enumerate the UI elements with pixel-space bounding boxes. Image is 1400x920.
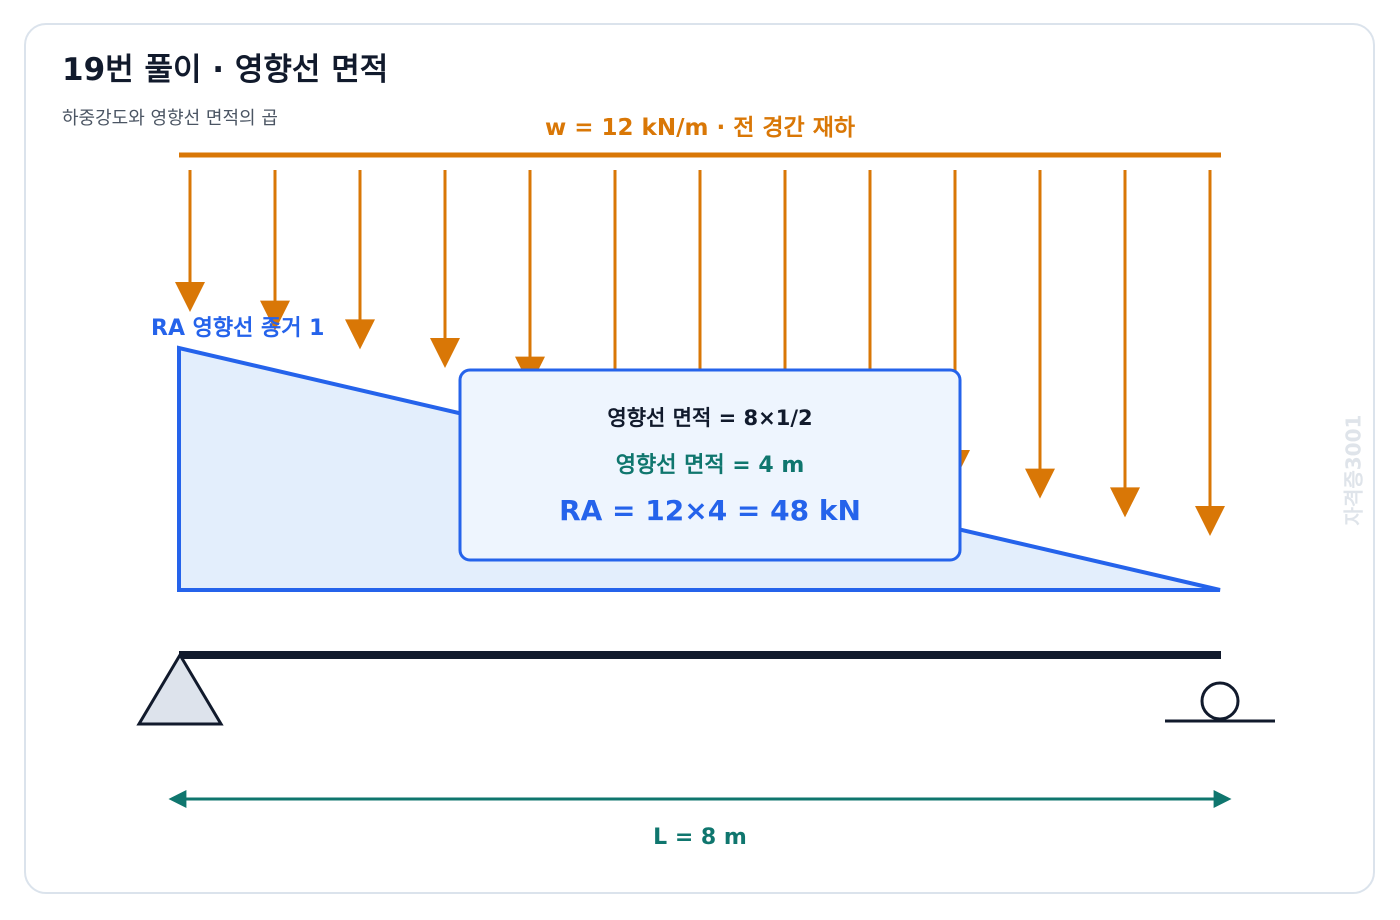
load-arrow xyxy=(515,170,545,387)
result-line-area-formula: 영향선 면적 = 8×1/2 xyxy=(607,406,812,430)
pin-support xyxy=(136,652,224,726)
load-arrow-head xyxy=(175,282,205,312)
load-arrow-head xyxy=(345,319,375,350)
load-arrow-head xyxy=(1025,468,1055,499)
result-line-area-value: 영향선 면적 = 4 m xyxy=(616,453,805,478)
influence-line-label: RA 영향선 종거 1 xyxy=(151,316,324,341)
load-arrow-head xyxy=(260,300,290,331)
watermark: 자격증3001 xyxy=(1341,414,1366,526)
roller-support xyxy=(1200,681,1240,721)
load-arrow xyxy=(175,170,205,312)
load-arrow xyxy=(430,170,460,368)
load-arrow xyxy=(345,170,375,350)
span-label: L = 8 m xyxy=(653,825,747,850)
load-arrows xyxy=(175,170,1225,536)
page-title: 19번 풀이 · 영향선 면적 xyxy=(62,52,389,88)
load-arrow-head xyxy=(430,338,460,368)
page-subtitle: 하중강도와 영향선 면적의 곱 xyxy=(62,108,278,129)
load-arrow-head xyxy=(1110,487,1140,518)
load-arrow xyxy=(1195,170,1225,536)
load-arrow-head xyxy=(1195,506,1225,536)
result-line-reaction: RA = 12×4 = 48 kN xyxy=(559,494,861,527)
load-label: w = 12 kN/m · 전 경간 재하 xyxy=(545,115,855,141)
result-box xyxy=(458,368,962,562)
load-arrow xyxy=(260,170,290,331)
load-arrow xyxy=(1110,170,1140,518)
load-arrow xyxy=(1025,170,1055,499)
